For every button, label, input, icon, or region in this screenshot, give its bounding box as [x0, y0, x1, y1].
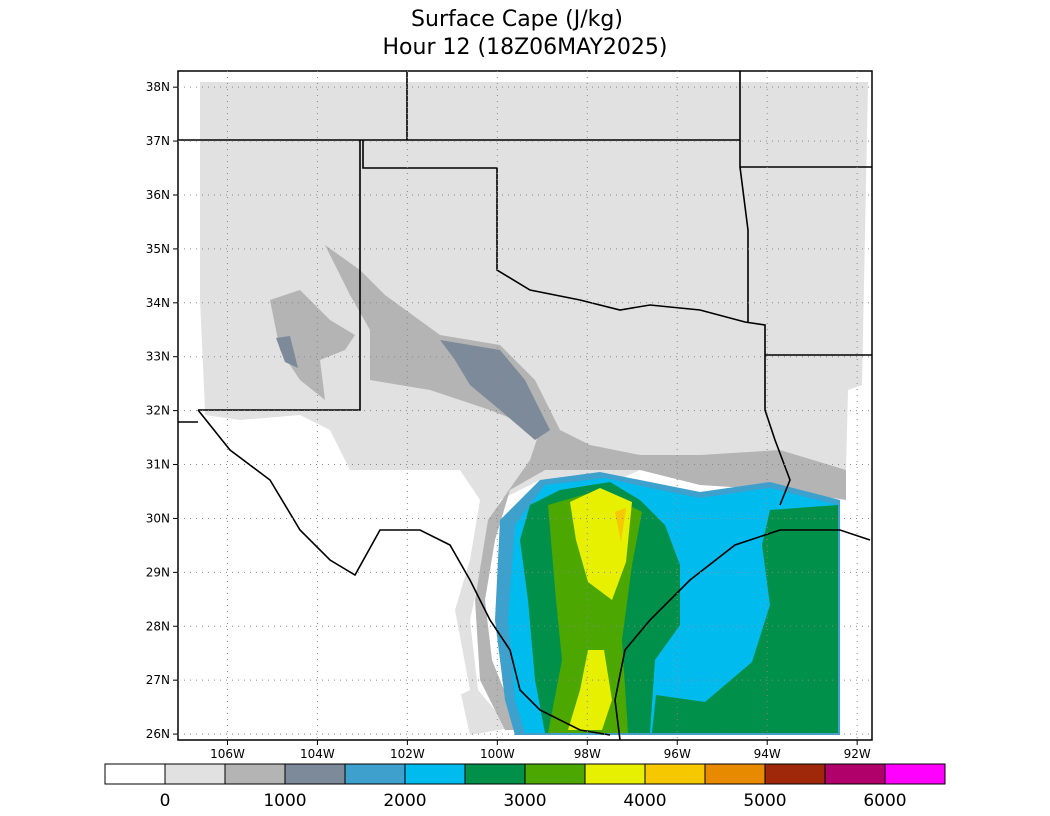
colorbar-box	[284, 763, 346, 785]
y-tick-label: 35N	[146, 242, 170, 256]
y-tick-label: 30N	[146, 511, 170, 525]
colorbar-label: 3000	[503, 791, 546, 811]
y-tick-label: 33N	[146, 350, 170, 364]
colorbar-label: 1000	[263, 791, 306, 811]
x-tick-label: 106W	[210, 747, 245, 761]
y-tick-label: 28N	[146, 619, 170, 633]
y-tick-label: 27N	[146, 673, 170, 687]
y-tick-label: 34N	[146, 296, 170, 310]
colorbar-box	[164, 763, 226, 785]
y-tick-label: 36N	[146, 188, 170, 202]
colorbar-label: 4000	[623, 791, 666, 811]
y-tick-label: 29N	[146, 565, 170, 579]
title: Surface Cape (J/kg)	[411, 7, 623, 32]
x-tick-label: 104W	[300, 747, 335, 761]
y-tick-label: 37N	[146, 134, 170, 148]
colorbar-box	[824, 763, 886, 785]
subtitle: Hour 12 (18Z06MAY2025)	[383, 35, 668, 60]
colorbar-box	[524, 763, 586, 785]
colorbar-label: 0	[160, 791, 171, 811]
colorbar-box	[344, 763, 406, 785]
colorbar-box	[464, 763, 526, 785]
colorbar-label: 5000	[743, 791, 786, 811]
x-tick-label: 92W	[844, 747, 871, 761]
y-tick-label: 32N	[146, 404, 170, 418]
x-tick-label: 96W	[664, 747, 691, 761]
y-tick-label: 26N	[146, 727, 170, 741]
x-tick-label: 102W	[390, 747, 425, 761]
colorbar: 0 1000 2000 3000 4000 5000 6000	[104, 763, 946, 811]
x-tick-label: 94W	[754, 747, 781, 761]
colorbar-box	[764, 763, 826, 785]
y-tick-label: 38N	[146, 80, 170, 94]
boundaries	[178, 71, 872, 741]
graticule: 106W 104W 102W 100W 98W 96W 94W 92W 26N 27N 28N 29N…	[146, 71, 872, 761]
cape-field	[200, 82, 868, 735]
colorbar-label: 2000	[383, 791, 426, 811]
x-tick-label: 98W	[574, 747, 601, 761]
colorbar-box	[704, 763, 766, 785]
colorbar-box	[884, 763, 946, 785]
colorbar-box	[104, 763, 166, 785]
y-tick-label: 31N	[146, 458, 170, 472]
x-tick-label: 100W	[480, 747, 515, 761]
colorbar-box	[404, 763, 466, 785]
colorbar-box	[224, 763, 286, 785]
colorbar-label: 6000	[863, 791, 906, 811]
map-frame	[177, 70, 873, 741]
colorbar-box	[644, 763, 706, 785]
colorbar-box	[584, 763, 646, 785]
